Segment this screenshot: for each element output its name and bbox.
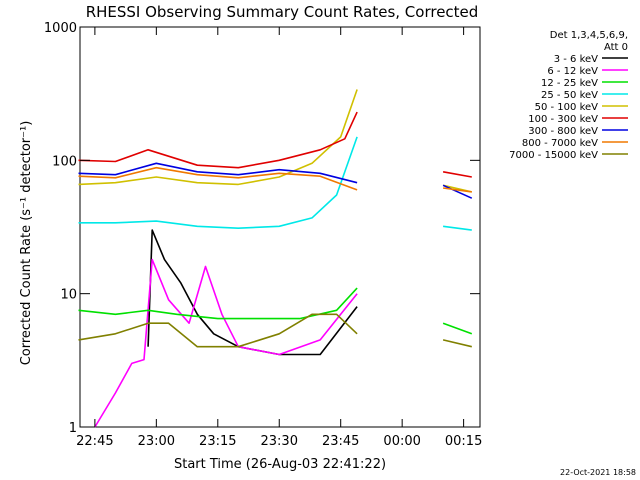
legend-label-6: 100 - 300 keV [528, 114, 598, 125]
footer-date: 22-Oct-2021 18:58 [560, 468, 636, 477]
series-line-4 [78, 136, 472, 231]
x-axis-label: Start Time (26-Aug-03 22:41:22) [174, 457, 386, 472]
legend-label-9: 7000 - 15000 keV [509, 150, 598, 161]
series-line-2 [94, 258, 358, 428]
legend-label-3: 12 - 25 keV [541, 78, 598, 89]
series-line-8 [78, 166, 472, 193]
series-line-7 [78, 162, 473, 199]
axes: 22:45 23:00 23:15 23:30 23:45 00:00 00:15 1 10 10… [44, 21, 482, 449]
x-tick-label-2: 23:00 [138, 434, 175, 449]
chart-title: RHESSI Observing Summary Count Rates, Co… [86, 3, 479, 21]
y-tick-label-1: 1 [69, 421, 77, 436]
y-tick-label-4: 1000 [44, 21, 77, 36]
x-tick-label-4: 23:30 [261, 434, 298, 449]
data-marks [78, 89, 473, 428]
legend-label-1: 3 - 6 keV [554, 54, 598, 65]
legend-header-1: Det 1,3,4,5,6,9, [550, 30, 628, 41]
legend-label-2: 6 - 12 keV [547, 66, 598, 77]
x-tick-label-3: 23:15 [199, 434, 236, 449]
legend-header-2: Att 0 [604, 42, 628, 53]
y-tick-label-3: 100 [52, 154, 77, 169]
plot-border [79, 26, 481, 428]
plot-frame [79, 26, 481, 428]
series-line-6 [78, 111, 472, 178]
x-tick-label-7: 00:15 [445, 434, 482, 449]
x-tick-label-6: 00:00 [383, 434, 420, 449]
series-line-9 [78, 313, 472, 348]
series-line-5 [78, 89, 472, 193]
y-tick-label-2: 10 [60, 288, 77, 303]
y-axis-label: Corrected Count Rate (s⁻¹ detector⁻¹) [19, 121, 34, 366]
series-line-3 [78, 287, 473, 335]
x-tick-label-1: 22:45 [76, 434, 113, 449]
legend-label-7: 300 - 800 keV [528, 126, 598, 137]
x-tick-label-5: 23:45 [322, 434, 359, 449]
legend-label-4: 25 - 50 keV [541, 90, 598, 101]
legend-label-5: 50 - 100 keV [535, 102, 599, 113]
series-line-1 [147, 229, 358, 356]
legend-label-8: 800 - 7000 keV [522, 138, 598, 149]
